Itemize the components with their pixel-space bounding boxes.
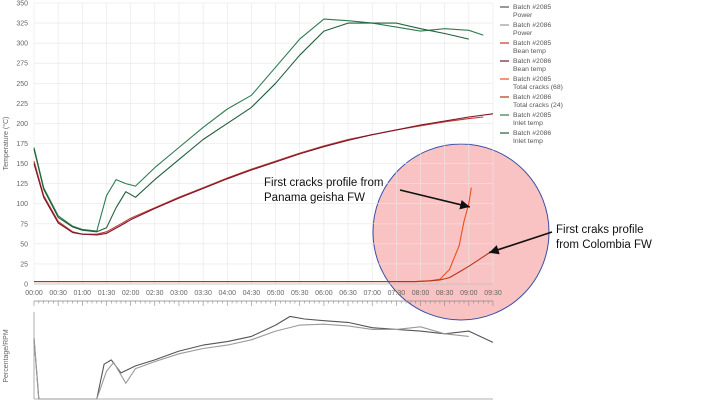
- y-tick-label: 350: [16, 1, 28, 8]
- legend-label: Power: [513, 12, 533, 19]
- legend-label: Batch #2085: [513, 76, 551, 83]
- x-tick-label: 00:30: [49, 290, 67, 297]
- y-tick-label: 325: [16, 21, 28, 28]
- x-tick-label: 09:30: [484, 290, 502, 297]
- series-line: [33, 113, 494, 236]
- colombia-arrow: [488, 231, 553, 255]
- y-tick-label: 250: [16, 81, 28, 88]
- panama-arrow: [399, 189, 470, 210]
- y-tick-label: 300: [16, 41, 28, 48]
- lower-y-axis-title: Percentage/RPM: [3, 329, 10, 382]
- series-line: [34, 249, 494, 283]
- y-tick-label: 75: [20, 221, 28, 228]
- legend-label: Inlet temp: [513, 138, 543, 145]
- annotation-panama-line1: First cracks profile from: [264, 177, 384, 189]
- legend-label: Batch #2085: [513, 4, 551, 11]
- legend-label: Power: [513, 30, 533, 37]
- x-tick-label: 05:00: [267, 290, 285, 297]
- power-series-line: [33, 323, 469, 400]
- x-tick-label: 06:00: [315, 290, 333, 297]
- x-tick-label: 04:00: [218, 290, 236, 297]
- legend-label: Bean temp: [513, 48, 546, 55]
- legend-label: Bean temp: [513, 66, 546, 73]
- legend-label: Batch #2085: [513, 112, 551, 119]
- grid: [33, 2, 494, 285]
- series-line: [33, 18, 484, 232]
- x-tick-label: 03:30: [194, 290, 212, 297]
- x-tick-label: 01:30: [98, 290, 116, 297]
- y-tick-label: 200: [16, 121, 28, 128]
- annotation-panama-line2: Panama geisha FW: [264, 192, 365, 204]
- y-tick-label: 125: [16, 181, 28, 188]
- axes: 0 25 50 75 100 125 150 175 200 225 250 275 300 325 350…: [2, 1, 502, 306]
- y-tick-label: 275: [16, 61, 28, 68]
- legend-label: Batch #2086: [513, 130, 551, 137]
- series-line: [33, 22, 469, 233]
- lower-chart: Percentage/RPM: [3, 312, 494, 400]
- annotations: First cracks profile from Panama geisha …: [264, 177, 652, 255]
- x-tick-label: 02:30: [146, 290, 164, 297]
- x-tick-label: 08:00: [412, 290, 430, 297]
- zoom-highlight: [372, 143, 550, 321]
- legend-label: Batch #2086: [513, 94, 551, 101]
- y-tick-label: 50: [20, 241, 28, 248]
- legend-label: Batch #2086: [513, 22, 551, 29]
- x-tick-label: 04:30: [243, 290, 261, 297]
- y-tick-label: 225: [16, 101, 28, 108]
- x-tick-label: 08:30: [436, 290, 454, 297]
- annotation-colombia-line2: from Colombia FW: [556, 239, 652, 251]
- legend-label: Batch #2085: [513, 40, 551, 47]
- x-tick-label: 05:30: [291, 290, 309, 297]
- x-tick-label: 07:30: [388, 290, 406, 297]
- y-tick-label: 100: [16, 201, 28, 208]
- x-tick-label: 00:00: [25, 290, 43, 297]
- x-tick-label: 06:30: [339, 290, 357, 297]
- legend-label: Total cracks (24): [513, 102, 563, 109]
- legend-label: Total cracks (68): [513, 84, 563, 91]
- annotation-colombia-line1: First craks profile: [556, 224, 644, 236]
- y-tick-label: 175: [16, 141, 28, 148]
- x-tick-label: 01:00: [74, 290, 92, 297]
- x-tick-label: 03:00: [170, 290, 188, 297]
- x-tick-label: 02:00: [122, 290, 140, 297]
- y-axis-title: Temperature (°C): [2, 117, 10, 171]
- x-tick-label: 07:00: [363, 290, 381, 297]
- legend-label: Inlet temp: [513, 120, 543, 127]
- legend-label: Batch #2086: [513, 58, 551, 65]
- zoom-circle: [372, 143, 550, 321]
- y-tick-label: 0: [24, 282, 28, 289]
- y-tick-label: 25: [20, 261, 28, 268]
- series: [33, 18, 494, 283]
- power-series-line: [33, 315, 494, 400]
- x-tick-label: 09:00: [460, 290, 478, 297]
- y-tick-label: 150: [16, 161, 28, 168]
